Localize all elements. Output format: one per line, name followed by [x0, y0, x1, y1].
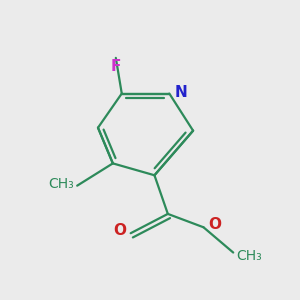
Text: N: N	[174, 85, 187, 100]
Text: CH₃: CH₃	[49, 177, 74, 191]
Text: O: O	[208, 217, 221, 232]
Text: F: F	[111, 59, 121, 74]
Text: CH₃: CH₃	[236, 248, 262, 262]
Text: O: O	[113, 223, 126, 238]
